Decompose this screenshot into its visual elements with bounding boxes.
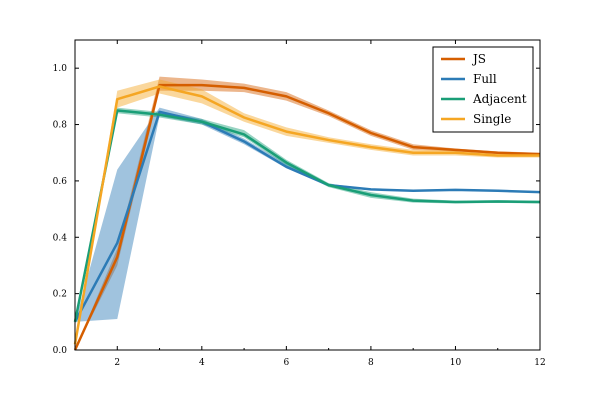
x-tick-label: 12: [534, 358, 545, 368]
legend-label: Single: [473, 112, 511, 126]
x-tick-label: 8: [368, 358, 374, 368]
line-series-3: [73, 85, 540, 345]
y-tick-label: 0.4: [53, 233, 68, 243]
y-tick-label: 0.2: [53, 290, 67, 300]
line-series-1: [73, 110, 541, 323]
line-series-2: [73, 109, 541, 323]
legend-label: Adjacent: [472, 92, 527, 106]
y-tick-label: 0.8: [53, 121, 68, 131]
y-tick-label: 0.0: [53, 346, 68, 356]
x-tick-label: 6: [283, 358, 289, 368]
series-lines: [73, 83, 541, 351]
x-tick-label: 10: [450, 358, 462, 368]
band-series-3: [75, 79, 540, 345]
legend-label: Full: [473, 72, 497, 86]
legend-label: JS: [471, 52, 486, 66]
axis-ticks: 2 4 6 8 10 12 0.0 0.2 0.4 0.6 0.8 1.0: [53, 40, 546, 368]
y-tick-label: 0.6: [53, 177, 68, 187]
y-tick-label: 1.0: [53, 64, 68, 74]
plot-frame: [74, 39, 541, 351]
x-tick-label: 2: [114, 358, 120, 368]
legend: JS Full Adjacent Single: [432, 46, 534, 133]
x-tick-label: 4: [199, 358, 205, 368]
confidence-bands: [75, 76, 540, 350]
